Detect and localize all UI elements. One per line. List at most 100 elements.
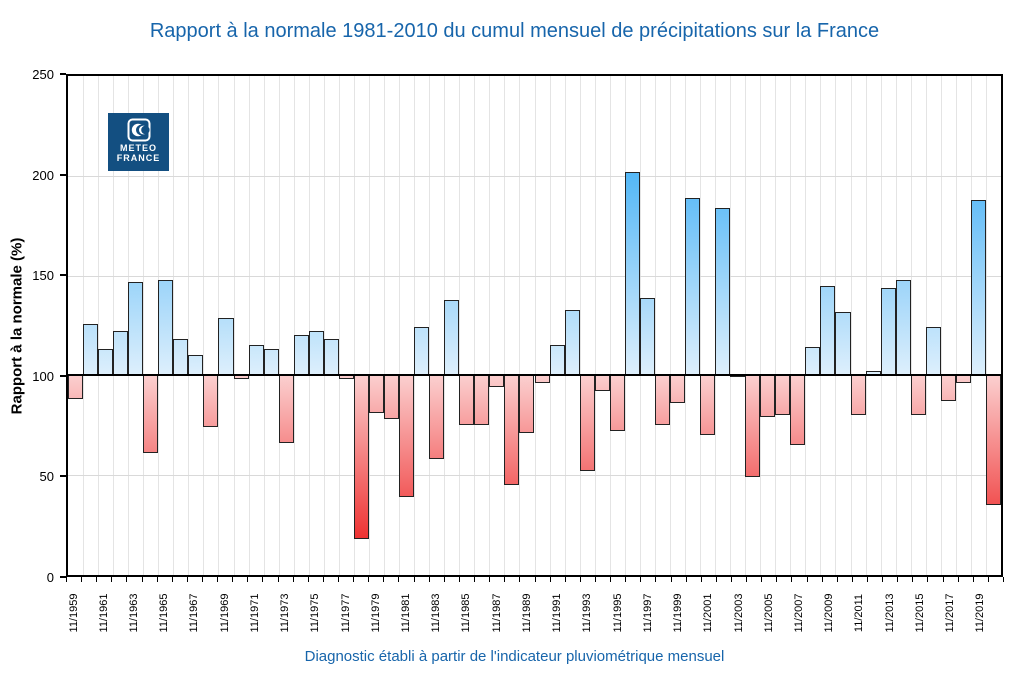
x-tick-mark: [882, 577, 884, 582]
bar-11/1971: [248, 345, 264, 376]
bar-11/2001: [700, 375, 716, 436]
vertical-gridline: [549, 76, 551, 575]
x-tick-mark: [866, 577, 868, 582]
y-axis-tick-labels: 0 50 100 150 200 250: [0, 67, 60, 585]
vertical-gridline: [805, 76, 807, 575]
meteo-france-logo-icon: [127, 118, 150, 142]
bar-11/2000: [684, 197, 701, 376]
y-tick-mark: [60, 374, 66, 377]
vertical-gridline: [248, 76, 250, 575]
vertical-gridline: [910, 76, 912, 575]
chart-title: Rapport à la normale 1981-2010 du cumul …: [149, 20, 880, 42]
logo-text-line1: METEO: [119, 143, 157, 153]
vertical-gridline: [353, 76, 355, 575]
x-tick-mark: [715, 577, 717, 582]
bar-11/2014: [895, 279, 911, 376]
x-tick-mark: [987, 577, 989, 582]
bar-11/1993: [579, 375, 595, 472]
bar-11/1984: [444, 299, 460, 376]
vertical-gridline: [745, 76, 747, 575]
bar-11/1999: [669, 375, 685, 404]
x-tick-mark: [262, 577, 264, 582]
bar-11/1980: [384, 375, 400, 420]
vertical-gridline: [609, 76, 611, 575]
x-tick-mark: [413, 577, 415, 582]
bar-11/2015: [910, 375, 926, 416]
x-tick-mark: [791, 577, 793, 582]
y-tick-label-200: 200: [32, 167, 54, 183]
x-tick-mark: [821, 577, 823, 582]
bar-11/1991: [549, 345, 565, 376]
vertical-gridline: [203, 76, 205, 575]
horizontal-gridline: [68, 275, 1001, 277]
bar-11/2004: [745, 375, 761, 478]
x-tick-mark: [625, 577, 627, 582]
x-tick-mark: [972, 577, 974, 582]
y-tick-mark: [60, 475, 66, 478]
vertical-gridline: [519, 76, 521, 575]
bar-11/2009: [820, 285, 836, 376]
bar-11/2013: [880, 287, 896, 376]
bar-11/1998: [654, 375, 670, 426]
vertical-gridline: [414, 76, 416, 575]
x-tick-mark: [504, 577, 506, 582]
bar-11/1996: [624, 171, 640, 376]
x-tick-mark: [126, 577, 128, 582]
x-tick-mark: [247, 577, 249, 582]
y-tick-label-0: 0: [46, 570, 54, 585]
x-tick-mark: [66, 577, 67, 582]
x-tick-mark: [957, 577, 959, 582]
y-tick-mark: [60, 173, 66, 176]
bar-11/2011: [850, 375, 866, 416]
vertical-gridline: [278, 76, 280, 575]
bar-11/1966: [173, 339, 189, 376]
x-tick-mark: [579, 577, 581, 582]
bar-11/1961: [98, 349, 114, 376]
bar-11/1995: [609, 375, 625, 432]
x-tick-mark: [519, 577, 521, 582]
vertical-gridline: [775, 76, 777, 575]
bar-11/2002: [715, 207, 731, 376]
vertical-gridline: [338, 76, 340, 575]
x-tick-mark: [927, 577, 929, 582]
vertical-gridline: [399, 76, 401, 575]
vertical-gridline: [459, 76, 461, 575]
x-tick-label-11/2019: 11/2019: [974, 593, 987, 633]
vertical-gridline: [429, 76, 431, 575]
x-tick-mark: [806, 577, 808, 582]
vertical-gridline: [504, 76, 506, 575]
x-tick-mark: [730, 577, 732, 582]
horizontal-gridline: [68, 175, 1001, 177]
vertical-gridline: [233, 76, 235, 575]
x-tick-mark: [655, 577, 657, 582]
x-tick-mark: [458, 577, 460, 582]
x-tick-mark: [96, 577, 98, 582]
x-tick-mark: [428, 577, 430, 582]
bar-11/1972: [263, 349, 279, 376]
chart-caption: Diagnostic établi à partir de l'indicate…: [304, 648, 725, 665]
x-tick-mark: [549, 577, 551, 582]
y-tick-label-100: 100: [32, 368, 54, 384]
bar-11/1989: [519, 375, 535, 434]
bar-11/1981: [399, 375, 415, 498]
x-tick-mark: [81, 577, 83, 582]
x-tick-mark: [897, 577, 899, 582]
y-tick-mark: [60, 576, 66, 578]
x-tick-mark: [307, 577, 309, 582]
bar-11/2010: [835, 311, 851, 376]
bar-11/2019: [970, 199, 986, 376]
vertical-gridline: [368, 76, 370, 575]
x-tick-mark: [594, 577, 596, 582]
x-tick-mark: [171, 577, 173, 582]
vertical-gridline: [700, 76, 702, 575]
y-axis-ticks: [0, 73, 66, 578]
bar-11/1987: [489, 375, 505, 388]
bar-11/1992: [564, 309, 580, 376]
x-tick-mark: [141, 577, 143, 582]
bar-11/1982: [414, 327, 430, 376]
vertical-gridline: [188, 76, 190, 575]
x-tick-mark: [398, 577, 400, 582]
bar-11/1976: [323, 339, 339, 376]
bar-11/1986: [474, 375, 490, 426]
plot-inner: [68, 76, 1001, 575]
